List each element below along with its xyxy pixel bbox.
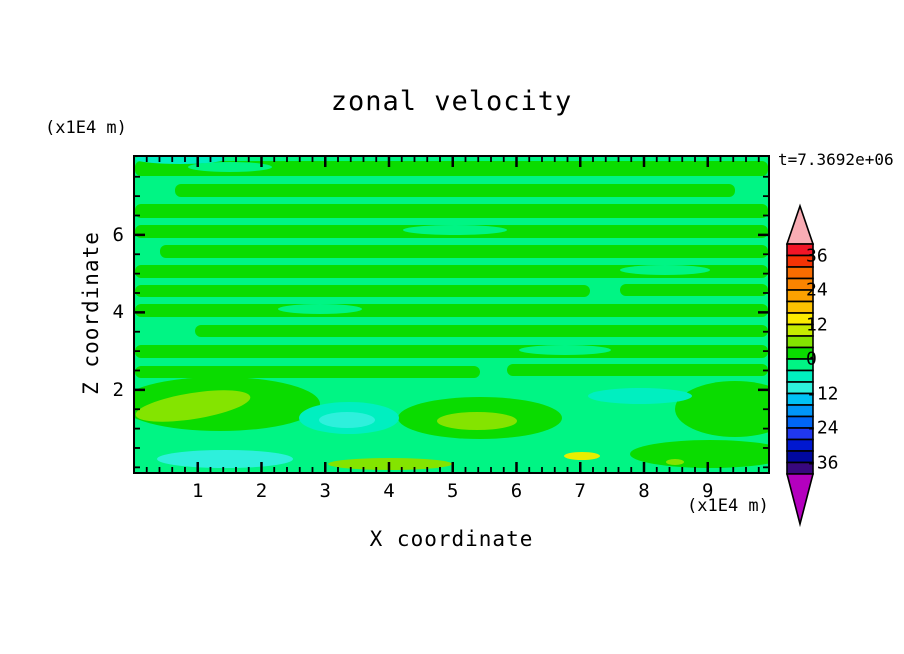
contour-blob [188,162,272,172]
x-tick-label: 1 [191,480,204,502]
contour-blob [666,459,684,465]
contour-band [195,325,768,337]
colorbar-tick-label: 24 [806,279,828,301]
y-tick-label: 4 [112,301,124,324]
colorbar-tick-label: 36 [806,245,828,266]
colorbar-tick-label: 0 [806,348,817,370]
colorbar-box [786,300,814,314]
contour-band [620,284,768,296]
colorbar-tick-label: -12 [806,383,839,404]
colorbar-svg [785,203,815,527]
contour-field-svg [135,157,768,472]
colorbar-arrow-down [785,473,815,527]
y-tick-label: 6 [112,223,124,246]
contour-band [135,161,768,176]
contour-blob [157,450,293,468]
contour-blob [278,304,362,314]
colorbar-box [786,335,814,349]
contour-blob [564,452,600,460]
contour-blob [630,440,768,468]
contour-band [135,265,768,278]
contour-blob [135,157,225,164]
x-tick-label: 4 [383,480,395,502]
colorbar-box [786,369,814,383]
y-tick-label: 2 [112,378,124,401]
contour-blob [403,225,507,235]
time-annotation: t=7.3692e+06 [778,150,894,169]
colorbar-tick-label: 12 [806,314,828,335]
x-tick-label: 7 [574,480,586,502]
contour-band [135,204,768,218]
colorbar-tick-label: -36 [806,452,839,473]
colorbar-arrow-up [785,203,815,245]
contour-band [160,245,768,258]
x-tick-label: 3 [319,480,331,502]
contour-blob [588,388,692,404]
x-axis-unit: (x1E4 m) [687,496,769,516]
x-tick-label: 2 [255,480,268,502]
contour-blob [437,412,517,430]
contour-band [135,304,768,317]
colorbar-tick-label: -24 [806,417,839,439]
contour-blob [135,390,251,422]
x-tick-label: 9 [702,480,714,502]
colorbar-box [786,404,814,418]
contour-band [507,364,768,376]
colorbar-box [786,438,814,452]
x-axis-title: X coordinate [369,527,534,551]
contour-blob [319,412,375,428]
contour-band [135,345,768,358]
contour-band [135,366,480,378]
plot-frame [133,155,770,474]
contour-blob [620,265,710,275]
x-tick-label: 6 [510,480,523,502]
contour-blob [675,381,768,437]
contour-band [175,184,735,197]
contour-band [135,285,590,297]
x-tick-label: 8 [638,480,650,502]
x-tick-label: 5 [447,480,459,502]
chart-title: zonal velocity [330,86,573,117]
colorbar-box [786,266,814,280]
y-axis-title: Z coordinate [79,231,103,395]
contour-blob [519,345,611,355]
y-axis-unit: (x1E4 m) [45,118,127,138]
